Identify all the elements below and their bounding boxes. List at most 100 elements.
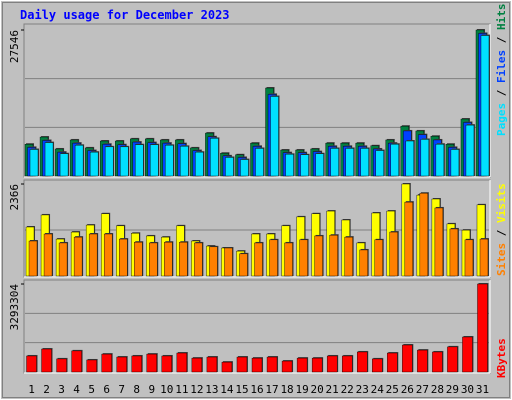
legend-separator: /: [495, 30, 508, 50]
bar: [326, 355, 338, 373]
x-tick-label: 24: [371, 383, 385, 396]
bar: [357, 351, 368, 373]
bar: [131, 355, 142, 373]
bar: [269, 239, 278, 277]
legend: Pages / Files / Hits: [495, 4, 508, 137]
bar: [254, 242, 263, 277]
x-tick-label: 9: [148, 383, 155, 396]
bar: [58, 242, 68, 277]
bar: [419, 192, 429, 277]
bar: [374, 239, 383, 277]
bar: [420, 139, 430, 177]
legend-separator: /: [495, 83, 508, 103]
bar: [225, 157, 234, 177]
bar: [103, 233, 113, 277]
bar: [41, 348, 52, 373]
x-tick-label: 10: [160, 383, 173, 396]
bar: [299, 239, 308, 277]
bar: [180, 146, 189, 177]
bar: [285, 154, 294, 177]
bar: [450, 149, 460, 177]
x-tick-label: 29: [446, 383, 459, 396]
bar: [270, 96, 279, 177]
bar: [329, 234, 338, 277]
bar: [372, 358, 383, 373]
bar: [224, 247, 233, 277]
bar: [477, 283, 488, 373]
bar: [341, 355, 353, 373]
x-tick-label: 17: [265, 383, 278, 396]
bar: [29, 149, 39, 177]
x-tick-label: 1: [28, 383, 35, 396]
legend-entry: Pages: [495, 103, 508, 136]
bar: [88, 233, 98, 277]
legend: KBytes: [495, 338, 508, 378]
bar: [314, 235, 323, 277]
x-tick-label: 26: [401, 383, 414, 396]
bar: [149, 242, 158, 277]
bar: [221, 361, 233, 373]
x-tick-label: 14: [220, 383, 234, 396]
bar: [206, 356, 218, 373]
bar: [119, 238, 128, 277]
bar: [59, 153, 69, 177]
bar: [195, 151, 204, 177]
bar: [236, 356, 248, 373]
bar: [266, 356, 278, 373]
bar: [465, 124, 475, 177]
bar: [284, 242, 293, 277]
bar: [390, 143, 399, 177]
x-tick-label: 18: [280, 383, 293, 396]
x-tick-label: 21: [326, 383, 339, 396]
bar: [191, 357, 203, 373]
x-tick-label: 25: [386, 383, 399, 396]
x-tick-label: 15: [235, 383, 248, 396]
legend: Sites / Visits: [495, 183, 508, 276]
bar: [210, 138, 219, 177]
bar: [360, 148, 369, 177]
bar: [315, 153, 324, 177]
x-tick-label: 30: [461, 383, 474, 396]
bar: [462, 336, 473, 373]
x-tick-label: 8: [133, 383, 140, 396]
x-tick-label: 12: [190, 383, 203, 396]
legend-separator: /: [495, 223, 508, 243]
bar: [255, 148, 264, 177]
bar: [56, 358, 67, 373]
bar: [330, 148, 339, 177]
bar: [146, 353, 157, 373]
x-tick-label: 4: [73, 383, 80, 396]
bar: [164, 241, 173, 277]
x-tick-label: 19: [295, 383, 308, 396]
bar: [447, 346, 458, 373]
bar: [239, 253, 248, 277]
bar: [74, 145, 84, 177]
bar: [417, 349, 428, 373]
bar: [176, 352, 188, 373]
legend-entry: KBytes: [495, 338, 508, 378]
x-tick-label: 20: [311, 383, 324, 396]
x-tick-label: 5: [88, 383, 95, 396]
x-tick-label: 22: [341, 383, 354, 396]
x-tick-label: 27: [416, 383, 429, 396]
x-tick-label: 6: [103, 383, 110, 396]
x-tick-label: 11: [175, 383, 188, 396]
bar: [251, 357, 263, 373]
bar: [281, 360, 293, 373]
bar: [44, 142, 54, 177]
y-tick-label: 2366: [8, 184, 21, 211]
bar: [71, 350, 82, 373]
bar: [28, 240, 38, 277]
bar: [296, 357, 308, 373]
bar: [120, 146, 129, 177]
bar: [194, 242, 203, 277]
bar: [165, 145, 174, 177]
legend-entry: Visits: [495, 183, 508, 223]
bar: [300, 154, 309, 177]
bar: [345, 148, 354, 177]
y-tick-label: 3293304: [8, 284, 21, 331]
legend-entry: Files: [495, 50, 508, 83]
legend-entry: Sites: [495, 243, 508, 276]
